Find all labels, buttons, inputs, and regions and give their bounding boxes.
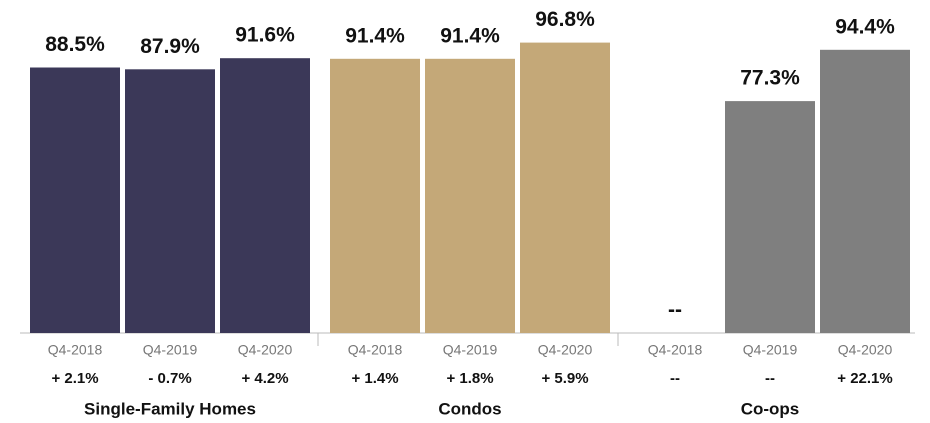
x-tick-label: Q4-2019 [743, 342, 798, 358]
x-tick-label: Q4-2019 [443, 342, 498, 358]
bar [520, 42, 610, 333]
value-label: 91.6% [235, 24, 295, 47]
bar [425, 58, 515, 334]
value-label: 91.4% [440, 24, 500, 47]
change-label: + 5.9% [541, 370, 588, 387]
x-tick-label: Q4-2019 [143, 342, 198, 358]
change-label: + 1.4% [351, 370, 398, 387]
bar [330, 58, 420, 334]
x-tick-label: Q4-2018 [648, 342, 703, 358]
change-label: + 4.2% [241, 370, 288, 387]
change-label: + 2.1% [51, 370, 98, 387]
change-label: - 0.7% [148, 370, 191, 387]
change-label: -- [670, 370, 680, 387]
value-label: 88.5% [45, 33, 105, 56]
bar [820, 49, 910, 334]
value-label: 91.4% [345, 24, 405, 47]
change-label: + 22.1% [837, 370, 892, 387]
group-title: Co-ops [741, 399, 800, 418]
bar [125, 69, 215, 334]
x-tick-label: Q4-2018 [348, 342, 403, 358]
x-tick-label: Q4-2020 [238, 342, 293, 358]
value-label: -- [668, 299, 682, 322]
value-label: 87.9% [140, 35, 200, 58]
x-tick-label: Q4-2018 [48, 342, 103, 358]
bar [30, 67, 120, 333]
value-label: 96.8% [535, 8, 595, 31]
bar [725, 101, 815, 333]
group-title: Condos [438, 399, 501, 418]
group-title: Single-Family Homes [84, 399, 256, 418]
value-label: 77.3% [740, 67, 800, 90]
change-label: + 1.8% [446, 370, 493, 387]
value-label: 94.4% [835, 15, 895, 38]
x-tick-label: Q4-2020 [538, 342, 593, 358]
bar [220, 58, 310, 333]
change-label: -- [765, 370, 775, 387]
x-tick-label: Q4-2020 [838, 342, 893, 358]
